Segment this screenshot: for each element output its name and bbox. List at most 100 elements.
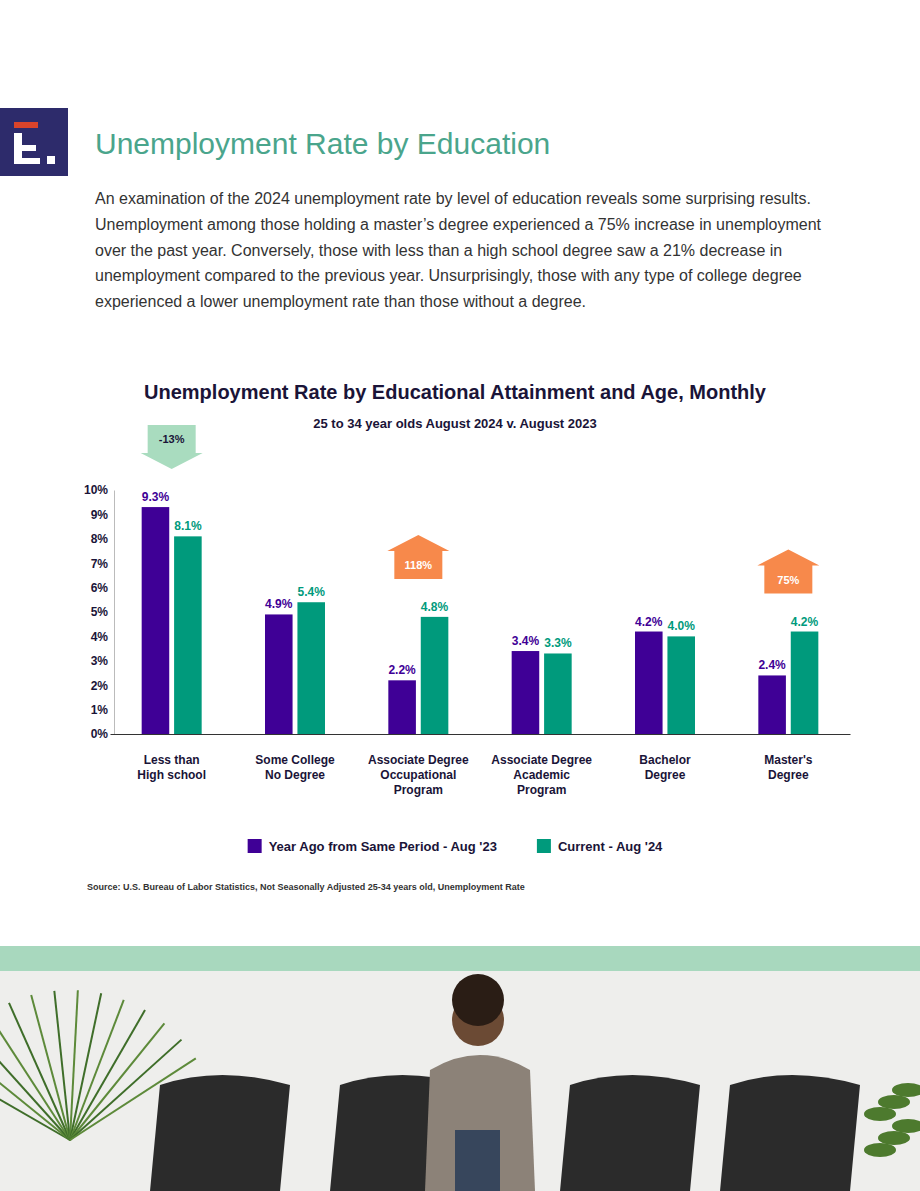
plant-leaf [864,1107,896,1121]
y-tick-label: 5% [91,605,109,619]
legend-label: Current - Aug '24 [558,839,663,854]
chair [560,1075,700,1191]
y-axis-line [114,491,115,735]
plant-leaf [70,1000,124,1140]
y-tick: 2% [91,679,114,693]
plant-leaf [878,1131,910,1145]
x-tick: Associate DegreeAcademicProgram [491,734,592,797]
series-bars [142,507,786,734]
data-label: 4.2% [635,615,663,629]
x-tick: Some CollegeNo Degree [255,734,335,782]
x-tick-label: Associate DegreeOccupationalProgram [368,753,469,797]
change-label: 118% [405,559,433,571]
annotations: -13% 118% 75% [141,425,820,593]
bar [635,632,663,734]
chair-back [150,1075,290,1191]
data-label: 3.3% [544,636,572,650]
bar [512,651,540,734]
series-bars [174,536,818,734]
plant-leaf [70,993,101,1140]
change-label: -13% [159,433,185,445]
data-labels: 9.3%4.9%2.2%3.4%4.2%2.4%8.1%5.4%4.8%3.3%… [142,490,819,677]
data-label: 8.1% [174,519,202,533]
bar [265,614,293,734]
x-tick-label: Some CollegeNo Degree [255,753,335,782]
chair [150,1075,290,1191]
data-label: 9.3% [142,490,170,504]
legend-item: Year Ago from Same Period - Aug '23 [248,839,497,854]
bar [544,653,572,734]
plant-leaf [31,995,70,1140]
data-label: 5.4% [298,585,326,599]
y-tick: 5% [91,605,114,619]
legend-swatch [248,839,262,853]
y-tick: 7% [91,557,114,571]
y-tick-label: 10% [84,483,108,497]
x-tick: Less thanHigh school [137,734,206,782]
bar [142,507,170,734]
plant-leaf [892,1083,920,1097]
y-tick: 1% [91,703,114,717]
source: Source: U.S. Bureau of Labor Statistics,… [87,882,525,892]
legend: Year Ago from Same Period - Aug '23 Curre… [248,839,663,854]
bar [421,617,449,734]
y-tick-label: 8% [91,532,109,546]
logo-box [0,108,68,176]
person [425,974,535,1191]
y-tick: 3% [91,654,114,668]
chart-subtitle: 25 to 34 year olds August 2024 v. August… [313,416,596,431]
person-body [425,1055,535,1191]
legend-item: Current - Aug '24 [537,839,663,854]
x-axis: Less thanHigh school Some CollegeNo Degre… [111,734,851,797]
person-legs [455,1130,500,1191]
bar [758,675,786,734]
plant-leaf [70,1023,164,1140]
bar [297,602,325,734]
data-label: 3.4% [512,634,540,648]
page-canvas: Unemployment Rate by EducationUnemployme… [0,0,920,1191]
change-arrow [387,535,449,579]
y-tick: 9% [91,508,114,522]
plant-leaf [70,1010,145,1140]
x-tick-label: BachelorDegree [639,753,691,782]
legend-label: Year Ago from Same Period - Aug '23 [269,839,497,854]
plant-leaf [892,1119,920,1133]
legend-swatch [537,839,551,853]
change-label: 75% [777,574,799,586]
y-tick-label: 7% [91,557,109,571]
y-tick-label: 4% [91,630,109,644]
data-label: 4.2% [791,615,819,629]
change-arrow [141,425,203,469]
y-tick-label: 3% [91,654,109,668]
data-label: 4.9% [265,597,293,611]
y-tick-label: 6% [91,581,109,595]
x-tick: Master'sDegree [764,734,813,782]
logo-bar [14,122,38,128]
paragraph: An examination of the 2024 unemployment … [95,186,840,315]
chair-back [720,1075,860,1191]
y-tick-label: 9% [91,508,109,522]
plant [864,1083,920,1157]
x-tick: Associate DegreeOccupationalProgram [368,734,469,797]
x-tick-label: Master'sDegree [764,753,813,782]
x-tick: BachelorDegree [639,734,691,782]
logo [0,108,68,176]
photo [0,946,920,1191]
data-label: 2.2% [388,663,416,677]
logo-dot [47,156,55,164]
plant-leaf [878,1095,910,1109]
plant-leaf [54,991,70,1140]
y-tick: 4% [91,630,114,644]
person-hair [452,974,504,1026]
y-tick: 8% [91,532,114,546]
chair-back [560,1075,700,1191]
chair [720,1075,860,1191]
bars [142,507,819,734]
bar [388,680,416,734]
logo-base [14,158,40,164]
plant-leaf [864,1143,896,1157]
logo-mid [14,145,36,151]
data-label: 2.4% [758,658,786,672]
x-tick-label: Less thanHigh school [137,753,206,782]
y-tick: 0% [91,727,114,741]
